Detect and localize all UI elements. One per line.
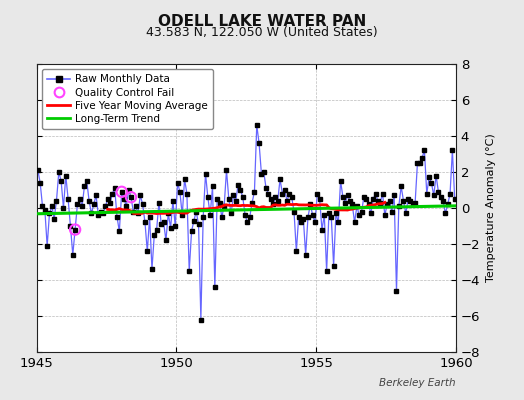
Point bbox=[71, 226, 79, 233]
Point bbox=[127, 194, 135, 200]
Text: 43.583 N, 122.050 W (United States): 43.583 N, 122.050 W (United States) bbox=[146, 26, 378, 39]
Text: ODELL LAKE WATER PAN: ODELL LAKE WATER PAN bbox=[158, 14, 366, 29]
Y-axis label: Temperature Anomaly (°C): Temperature Anomaly (°C) bbox=[486, 134, 496, 282]
Legend: Raw Monthly Data, Quality Control Fail, Five Year Moving Average, Long-Term Tren: Raw Monthly Data, Quality Control Fail, … bbox=[42, 69, 213, 129]
Point bbox=[117, 189, 126, 195]
Text: Berkeley Earth: Berkeley Earth bbox=[379, 378, 456, 388]
